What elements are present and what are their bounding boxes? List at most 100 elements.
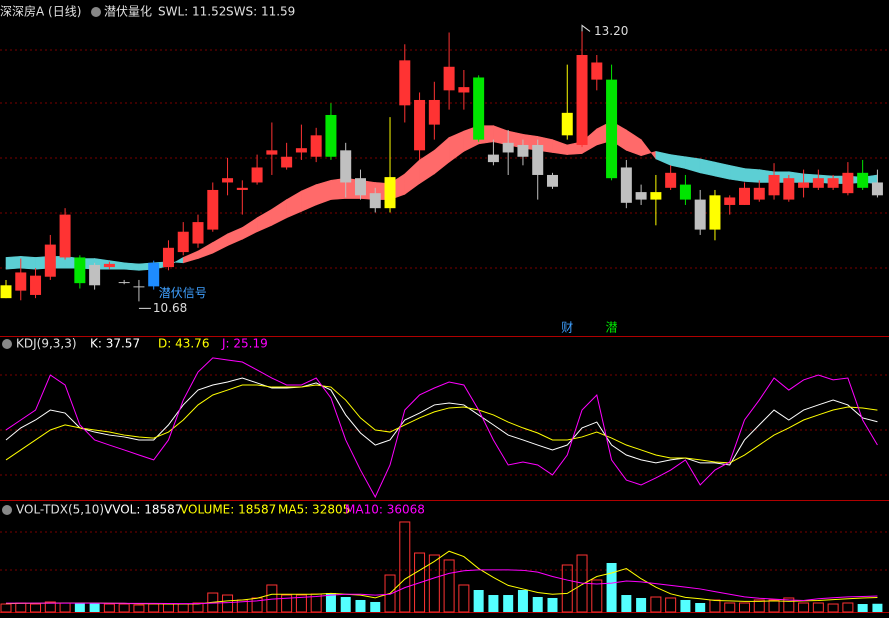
- volume-bar: [473, 590, 484, 612]
- volume-bar: [606, 562, 617, 612]
- volume-bar: [636, 597, 647, 612]
- candle-body: [59, 214, 71, 258]
- header-icon: [91, 7, 101, 17]
- candle-body: [724, 197, 736, 205]
- header-icon: [2, 505, 12, 515]
- candle-body: [842, 172, 854, 194]
- candle-body: [281, 156, 293, 168]
- volume-bar: [281, 594, 293, 613]
- volume-bar: [488, 595, 499, 612]
- header-text: VOL-TDX(5,10): [16, 503, 104, 517]
- ribbon-segment: [744, 168, 760, 183]
- header-text: VVOL: 18587: [104, 503, 182, 517]
- ribbon-segment: [714, 161, 731, 180]
- candle-body: [739, 187, 750, 205]
- volume-bar: [0, 603, 12, 613]
- candle-body: [665, 172, 677, 188]
- candle-body: [310, 135, 322, 157]
- candle-body: [236, 187, 248, 190]
- volume-bar: [15, 602, 27, 613]
- volume-bar: [591, 579, 603, 613]
- candle-body: [635, 192, 647, 200]
- volume-bar: [192, 602, 204, 613]
- header-icon: [2, 339, 12, 349]
- volume-bar: [414, 552, 426, 613]
- candle-body: [650, 192, 662, 200]
- candle-body: [694, 199, 706, 230]
- ribbon-segment: [256, 208, 273, 233]
- candle-body: [15, 272, 27, 291]
- volume-bar: [30, 603, 42, 613]
- candle-body: [502, 142, 514, 153]
- header-text: MA10: 36068: [345, 503, 425, 517]
- candle-body: [222, 178, 234, 183]
- volume-bar: [355, 599, 366, 612]
- header-text: KDJ(9,3,3): [16, 337, 77, 351]
- candle-body: [443, 66, 455, 91]
- volume-bar: [739, 602, 750, 613]
- volume-bar: [768, 599, 780, 613]
- volume-bar: [74, 602, 85, 612]
- volume-bar: [295, 594, 307, 613]
- ribbon-segment: [20, 256, 36, 270]
- volume-bar: [103, 603, 115, 613]
- volume-bar: [458, 584, 470, 613]
- ribbon-segment: [197, 241, 214, 259]
- candle-body: [162, 247, 174, 268]
- candle-body: [532, 144, 544, 175]
- candle-body: [295, 148, 307, 153]
- volume-bar: [118, 603, 130, 613]
- candle-body: [30, 275, 42, 295]
- candle-body: [251, 167, 263, 183]
- ribbon-segment: [227, 226, 243, 247]
- candle-body: [561, 112, 573, 136]
- ribbon-segment: [212, 233, 228, 254]
- ribbon-segment: [655, 151, 671, 166]
- volume-bar: [827, 603, 839, 613]
- candle-body: [89, 264, 101, 286]
- header-text: K: 37.57: [90, 337, 140, 351]
- ribbon-segment: [685, 156, 701, 174]
- volume-bar: [89, 602, 100, 612]
- header-text: SWL: 11.52: [158, 5, 226, 19]
- kdj-line: [5, 357, 878, 499]
- volume-bar: [872, 603, 883, 612]
- volume-bar: [517, 590, 528, 612]
- candle-body: [473, 77, 485, 140]
- candle-body: [103, 263, 115, 268]
- volume-bar: [148, 603, 160, 613]
- volume-ma-line: [5, 550, 878, 605]
- candle-body: [207, 189, 219, 230]
- candle-body: [812, 178, 824, 188]
- candle-body: [369, 193, 381, 209]
- volume-bar: [561, 564, 573, 613]
- header-text: J: 25.19: [221, 337, 268, 351]
- candle-body: [118, 282, 130, 284]
- ribbon-segment: [182, 250, 199, 264]
- header-text: 深深房A (日线): [0, 4, 81, 19]
- ribbon-segment: [271, 199, 287, 226]
- ribbon-segment: [626, 129, 642, 157]
- annotation-arrow: [581, 24, 591, 32]
- candle-body: [709, 195, 721, 230]
- candle-body: [591, 62, 603, 80]
- ribbon-segment: [640, 138, 657, 160]
- candle-body: [576, 54, 588, 145]
- candle-body: [546, 174, 558, 187]
- volume-bar: [428, 554, 440, 613]
- marker: 潜: [606, 321, 618, 335]
- volume-bar: [532, 597, 543, 612]
- volume-ma-line: [6, 569, 878, 605]
- volume-bar: [709, 599, 721, 613]
- volume-bar: [547, 597, 558, 612]
- volume-bar: [133, 604, 145, 613]
- ribbon-segment: [419, 149, 435, 185]
- candle-body: [768, 174, 780, 196]
- volume-bar: [370, 601, 381, 612]
- marker: 财: [561, 321, 573, 335]
- header-text: SWS: 11.59: [226, 5, 295, 19]
- annotation: 13.20: [594, 24, 628, 38]
- ribbon-segment: [242, 217, 258, 240]
- ribbon-segment: [404, 159, 420, 195]
- annotation: 10.68: [153, 301, 187, 315]
